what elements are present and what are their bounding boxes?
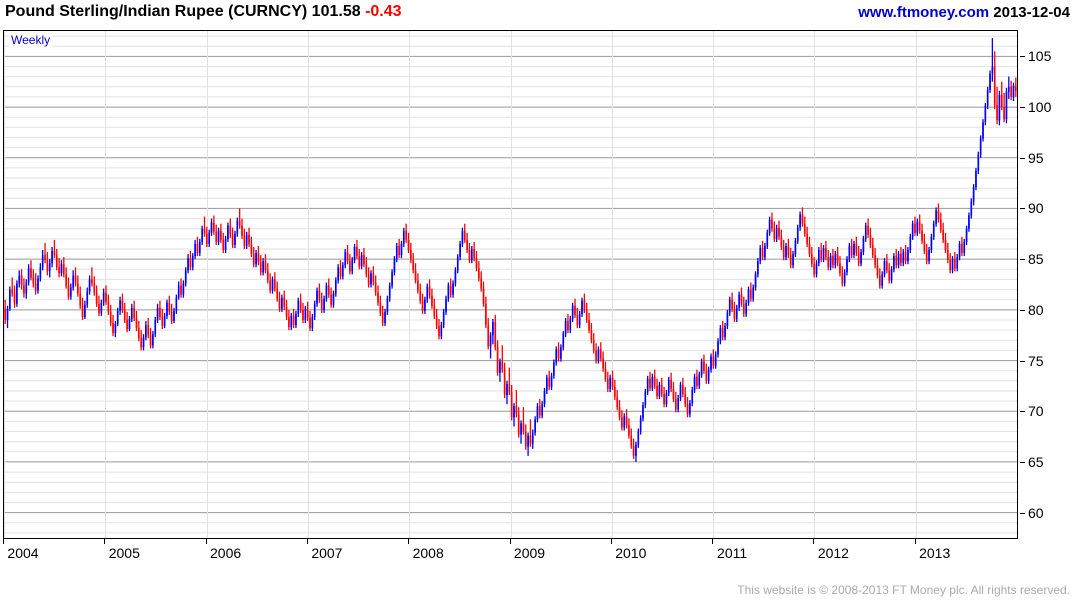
x-tick — [914, 539, 916, 544]
x-tick — [408, 539, 410, 544]
chart-header: Pound Sterling/Indian Rupee (CURNCY) 101… — [0, 0, 1075, 26]
x-tick — [813, 539, 815, 544]
y-axis-label: 100 — [1028, 99, 1052, 116]
x-axis: 2004 2005 2006 2007 2008 2009 2010 2011 2012 2013 — [3, 539, 1018, 563]
y-tick — [1020, 259, 1025, 261]
y-tick — [1020, 360, 1025, 362]
x-tick — [712, 539, 714, 544]
quote-date: 2013-12-04 — [993, 4, 1070, 21]
y-tick — [1020, 309, 1025, 311]
y-tick — [1020, 461, 1025, 463]
x-tick — [104, 539, 106, 544]
x-axis-label: 2012 — [817, 545, 849, 561]
plot-frame — [3, 30, 1018, 539]
y-tick — [1020, 411, 1025, 413]
timeframe-label: Weekly — [9, 33, 53, 47]
x-axis-label: 2009 — [513, 545, 546, 561]
brand-block: www.ftmoney.com 2013-12-04 — [858, 4, 1070, 21]
x-axis-label: 2004 — [7, 545, 39, 561]
last-price: 101.58 — [311, 3, 361, 20]
y-axis-label: 80 — [1028, 301, 1044, 318]
y-tick — [1020, 56, 1025, 58]
price-bars-layer — [4, 38, 1017, 462]
x-axis-label: 2013 — [919, 545, 951, 561]
instrument-name: Pound Sterling/Indian Rupee (CURNCY) — [5, 3, 308, 20]
x-axis-label: 2005 — [108, 545, 140, 561]
x-axis-label: 2011 — [717, 545, 748, 561]
x-axis-label: 2006 — [210, 545, 242, 561]
x-axis-label: 2008 — [412, 545, 444, 561]
y-tick — [1020, 512, 1025, 514]
y-axis-label: 85 — [1028, 251, 1044, 268]
x-tick — [3, 539, 4, 544]
site-url[interactable]: www.ftmoney.com — [858, 4, 990, 21]
y-axis-label: 95 — [1028, 149, 1044, 166]
grid-layer — [4, 31, 1017, 538]
y-tick — [1020, 157, 1025, 159]
y-axis-label: 105 — [1028, 48, 1052, 65]
x-axis-label: 2007 — [311, 545, 343, 561]
y-axis-label: 75 — [1028, 352, 1044, 369]
x-tick — [610, 539, 612, 544]
y-tick — [1020, 107, 1025, 109]
x-tick — [205, 539, 207, 544]
y-tick — [1020, 208, 1025, 210]
y-axis-label: 70 — [1028, 403, 1044, 420]
chart-plot-area: Weekly — [3, 30, 1018, 539]
y-axis-label: 90 — [1028, 200, 1044, 217]
x-tick — [509, 539, 511, 544]
x-axis-label: 2010 — [615, 545, 647, 561]
y-axis-label: 65 — [1028, 453, 1044, 470]
y-axis-label: 60 — [1028, 504, 1044, 521]
copyright-footer: This website is © 2008-2013 FT Money plc… — [737, 583, 1070, 597]
y-axis: 60 65 70 75 80 85 90 95 100 105 — [1020, 30, 1075, 539]
page-title: Pound Sterling/Indian Rupee (CURNCY) 101… — [5, 3, 402, 21]
price-change: -0.43 — [365, 3, 402, 20]
x-tick — [306, 539, 308, 544]
